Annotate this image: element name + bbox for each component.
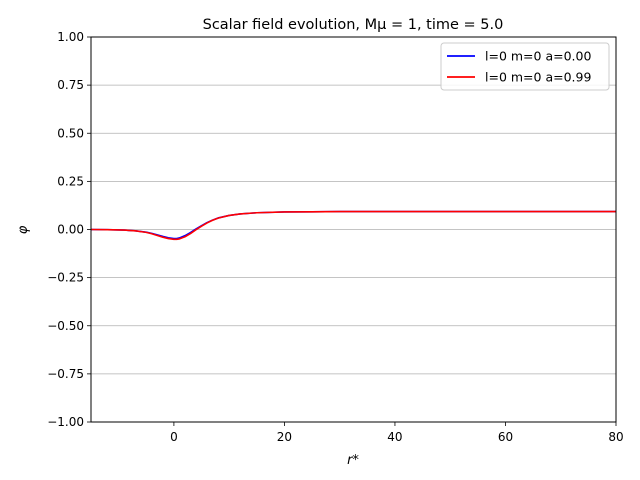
legend-label-series-1: l=0 m=0 a=0.00 [485, 49, 591, 64]
y-tick-label: 1.00 [57, 30, 84, 44]
y-tick-label: −0.50 [47, 319, 84, 333]
y-tick-label: −1.00 [47, 415, 84, 429]
x-tick-label: 20 [277, 430, 292, 444]
legend-label-series-2: l=0 m=0 a=0.99 [485, 70, 591, 85]
y-axis-ticks: −1.00 −0.75 −0.50 −0.25 0.00 0.25 0.50 0.75 1.00 [47, 30, 91, 429]
y-axis-label: φ [16, 225, 31, 234]
x-axis-label: r* [347, 453, 359, 468]
grid-lines [91, 36, 616, 423]
series-line-1 [90, 210, 616, 240]
series-line-2 [90, 210, 616, 241]
y-tick-label: 0.00 [57, 223, 84, 237]
plot-series [90, 210, 616, 241]
x-tick-label: 0 [170, 430, 178, 444]
y-tick-label: −0.25 [47, 271, 84, 285]
x-tick-label: 40 [387, 430, 402, 444]
legend-box [440, 42, 610, 91]
y-tick-label: 0.75 [57, 78, 84, 92]
y-tick-label: 0.25 [57, 174, 84, 188]
x-tick-label: 60 [498, 430, 513, 444]
x-tick-label: 80 [608, 430, 623, 444]
x-axis-ticks: 0 20 40 60 80 [170, 422, 624, 444]
legend: l=0 m=0 a=0.00 l=0 m=0 a=0.99 [440, 42, 610, 91]
chart-title: Scalar field evolution, Mμ = 1, time = 5… [203, 17, 504, 33]
y-tick-label: −0.75 [47, 367, 84, 381]
y-tick-label: 0.50 [57, 126, 84, 140]
